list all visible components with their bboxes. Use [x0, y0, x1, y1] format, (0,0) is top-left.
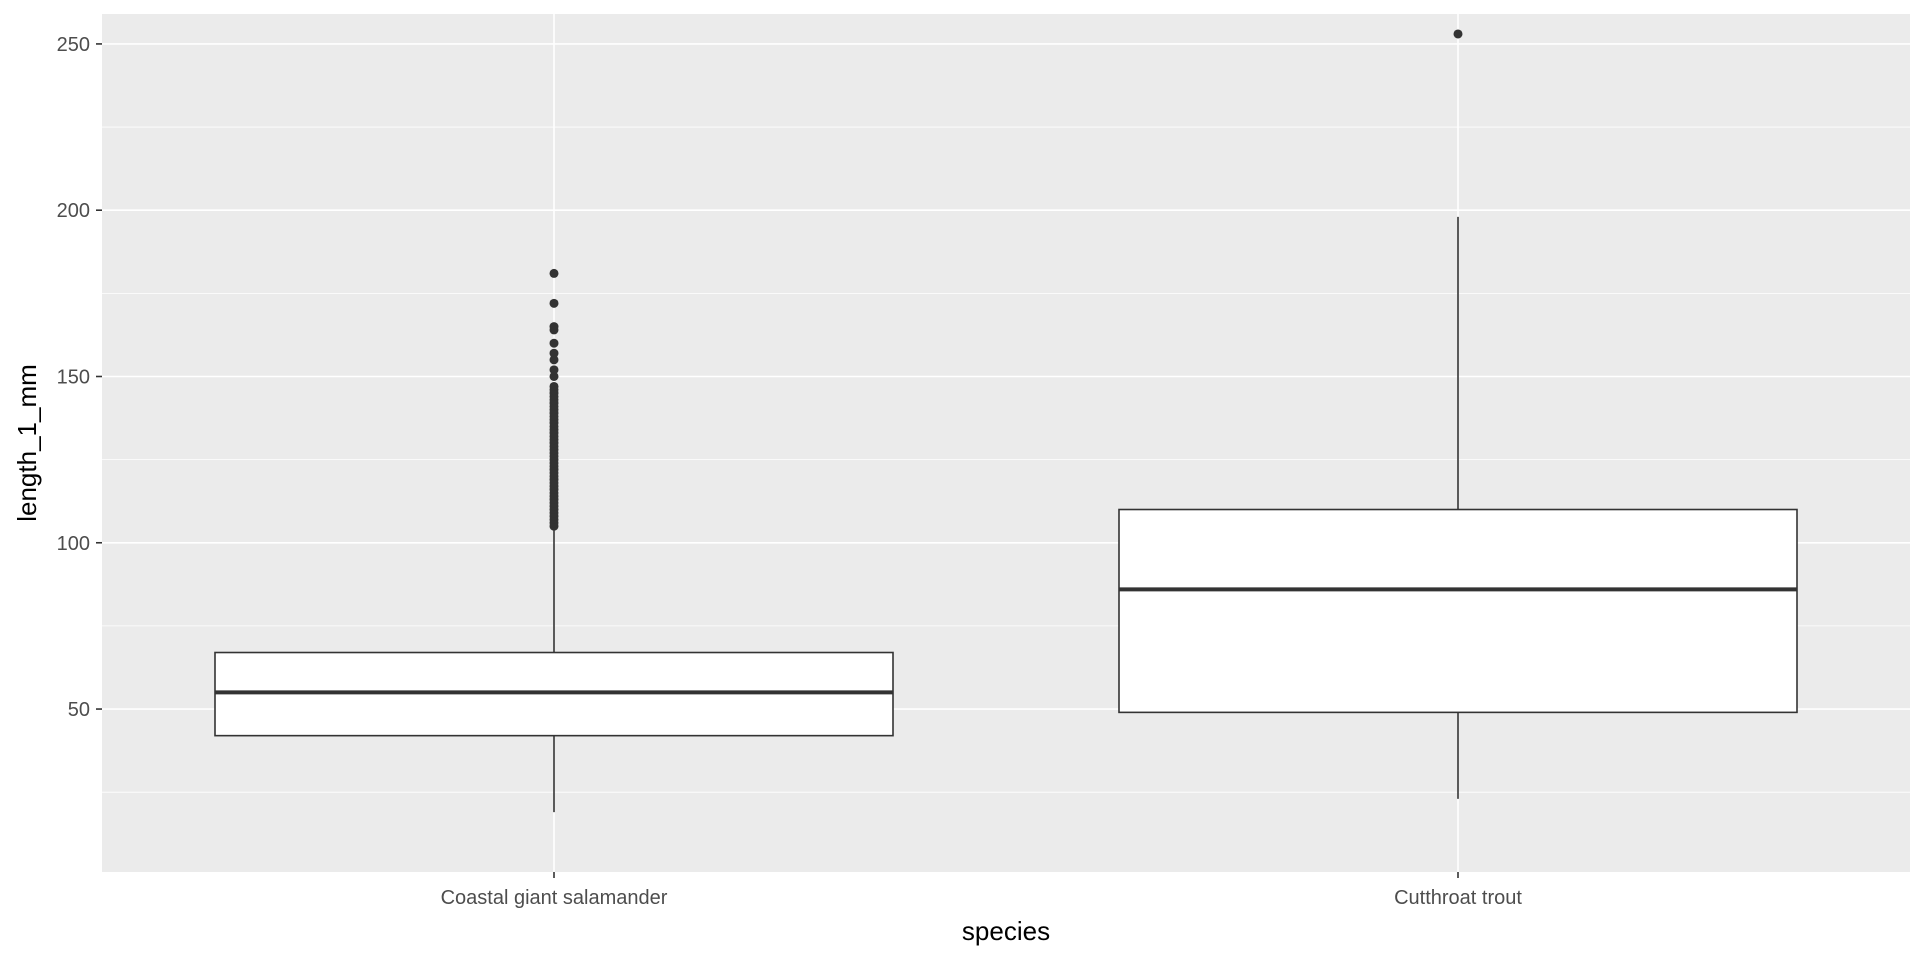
y-axis-title: length_1_mm [12, 364, 42, 522]
outlier-point [549, 338, 559, 348]
outlier-point [549, 348, 559, 358]
y-tick-label: 250 [57, 34, 90, 56]
boxplot-group [1118, 29, 1798, 799]
plot-panel [102, 14, 1910, 872]
x-tick-label: Coastal giant salamander [441, 887, 668, 909]
boxplots [214, 29, 1798, 813]
y-tick-label: 200 [57, 200, 90, 222]
outlier-point [549, 355, 559, 365]
box-iqr [1118, 508, 1798, 714]
x-axis-title: species [962, 916, 1050, 946]
x-tick-label: Cutthroat trout [1394, 887, 1522, 909]
boxplot-group [214, 268, 894, 813]
y-tick-label: 150 [57, 366, 90, 388]
y-axis: 50 100 150 200 250 [57, 34, 102, 721]
outlier-point [549, 322, 559, 332]
outlier-point [1453, 29, 1463, 39]
outlier-point [549, 381, 559, 391]
y-tick-label: 100 [57, 533, 90, 555]
outlier-point [549, 268, 559, 278]
outlier-point [549, 298, 559, 308]
y-tick-label: 50 [68, 699, 90, 721]
outlier-point [549, 371, 559, 381]
x-axis: Coastal giant salamander Cutthroat trout [441, 872, 1522, 909]
outlier-point [549, 365, 559, 375]
